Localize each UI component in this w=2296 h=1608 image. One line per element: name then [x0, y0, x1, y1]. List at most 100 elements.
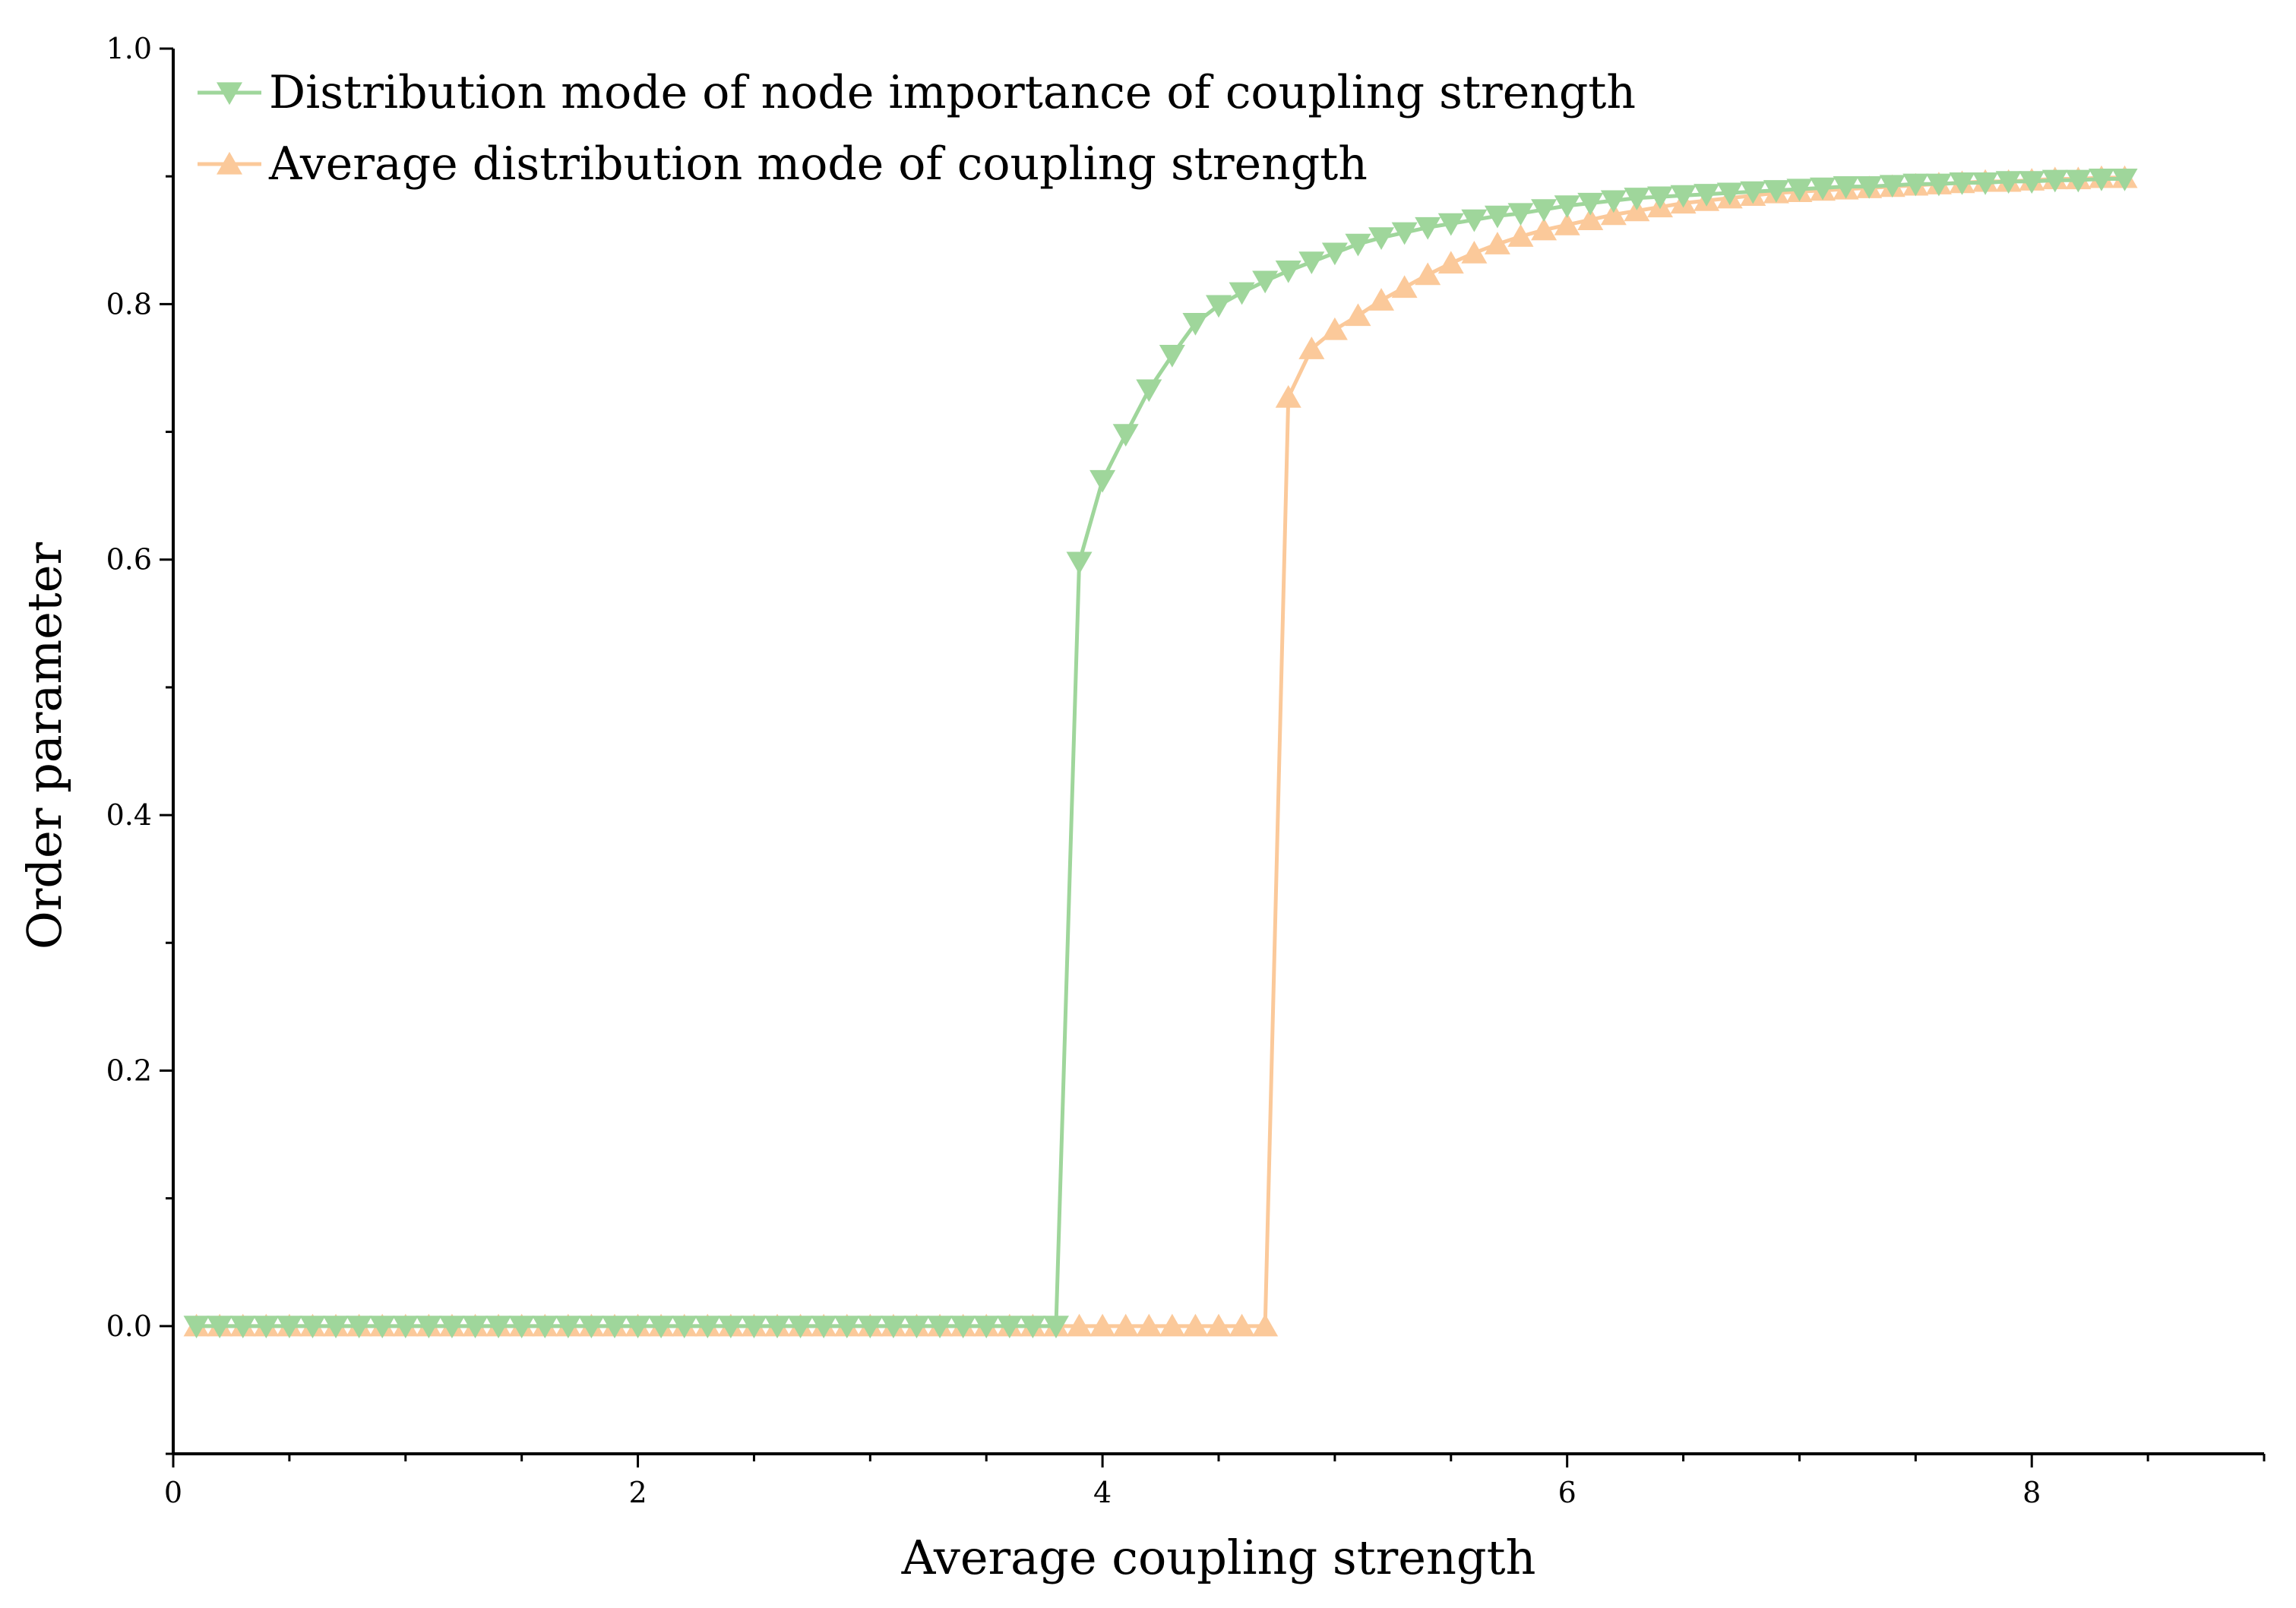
data-point	[1321, 242, 1348, 266]
data-point	[950, 1316, 976, 1338]
data-point	[183, 1316, 210, 1338]
series-average	[183, 165, 2138, 1337]
data-point	[1600, 202, 1627, 226]
data-point	[648, 1316, 675, 1338]
data-point	[1810, 177, 1836, 201]
data-point	[346, 1316, 372, 1338]
data-point	[207, 1316, 233, 1338]
data-point	[1136, 1313, 1162, 1337]
data-point	[1159, 345, 1185, 368]
data-point	[1437, 251, 1464, 274]
data-point	[1554, 212, 1580, 235]
legend-label: Average distribution mode of coupling st…	[268, 137, 1368, 191]
data-point	[1275, 261, 1301, 283]
data-point	[1531, 199, 1558, 223]
data-point	[1507, 203, 1534, 226]
data-point	[1415, 262, 1441, 286]
data-point	[2065, 169, 2092, 193]
data-point	[1646, 186, 1673, 210]
ticks: 0 2 4 6 8 0.0 0.2 0.4 0.6 0.8 1.0	[106, 32, 2266, 1509]
data-point	[1066, 551, 1093, 575]
data-point	[1206, 1313, 1232, 1337]
data-point	[1833, 176, 1859, 199]
data-point	[462, 1316, 489, 1338]
data-point	[1182, 1313, 1209, 1337]
data-point	[1415, 216, 1441, 240]
data-point	[2019, 171, 2045, 194]
data-point	[1112, 424, 1139, 447]
data-point	[1275, 384, 1301, 408]
data-point	[903, 1316, 930, 1338]
data-point	[1461, 240, 1488, 264]
data-point	[2041, 169, 2068, 193]
data-point	[276, 1316, 302, 1338]
data-point	[532, 1316, 558, 1338]
data-point	[1368, 288, 1395, 311]
data-point	[1391, 222, 1418, 245]
data-point	[1507, 224, 1534, 247]
data-point	[369, 1316, 396, 1338]
legend: Distribution mode of node importance of …	[198, 66, 1636, 191]
data-point	[973, 1316, 1000, 1338]
data-point	[625, 1316, 651, 1338]
data-point	[229, 1316, 256, 1338]
x-tick-label: 8	[2022, 1476, 2041, 1509]
data-point	[1159, 1313, 1185, 1337]
data-point	[1577, 207, 1604, 230]
data-point	[2088, 168, 2114, 191]
data-point	[2111, 168, 2138, 191]
series-line	[196, 177, 2125, 1328]
data-point	[694, 1316, 721, 1338]
data-point	[927, 1316, 954, 1338]
data-point	[1089, 469, 1116, 493]
x-axis-title: Average coupling strength	[901, 1530, 1536, 1585]
data-point	[555, 1316, 581, 1338]
data-point	[1856, 176, 1883, 199]
data-point	[1600, 190, 1627, 213]
data-point	[1298, 336, 1325, 359]
data-point	[1577, 192, 1604, 216]
data-point	[996, 1316, 1023, 1338]
data-point	[1925, 173, 1952, 197]
data-point	[833, 1316, 860, 1338]
data-point	[1763, 180, 1789, 203]
data-point	[392, 1316, 419, 1338]
data-point	[1670, 185, 1697, 208]
data-point	[717, 1316, 744, 1338]
data-point	[787, 1316, 814, 1338]
data-point	[601, 1316, 628, 1338]
data-point	[508, 1316, 535, 1338]
series-layer	[183, 165, 2138, 1338]
data-point	[1972, 172, 1999, 195]
data-point	[1252, 270, 1279, 294]
data-point	[416, 1316, 442, 1338]
y-tick-label: 1.0	[106, 32, 152, 65]
data-point	[671, 1316, 697, 1338]
data-point	[811, 1316, 837, 1338]
x-tick-label: 6	[1558, 1476, 1577, 1509]
data-point	[1136, 379, 1162, 403]
legend-item: Distribution mode of node importance of …	[198, 66, 1636, 119]
legend-marker	[217, 82, 242, 106]
data-point	[1066, 1313, 1093, 1337]
y-tick-label: 0.0	[106, 1309, 152, 1343]
data-point	[1902, 173, 1929, 197]
data-point	[438, 1316, 465, 1338]
data-point	[253, 1316, 280, 1338]
data-point	[1740, 181, 1766, 204]
data-point	[764, 1316, 791, 1338]
axes	[172, 49, 2264, 1455]
series-node-importance	[183, 168, 2138, 1338]
y-tick-label: 0.2	[106, 1054, 152, 1087]
x-tick-label: 4	[1093, 1476, 1112, 1509]
data-point	[299, 1316, 326, 1338]
data-point	[323, 1316, 349, 1338]
data-point	[1995, 171, 2022, 194]
data-point	[741, 1316, 767, 1338]
data-point	[857, 1316, 884, 1338]
data-point	[1949, 172, 1975, 195]
data-point	[1182, 312, 1209, 336]
data-point	[578, 1316, 605, 1338]
series-line	[196, 175, 2125, 1328]
